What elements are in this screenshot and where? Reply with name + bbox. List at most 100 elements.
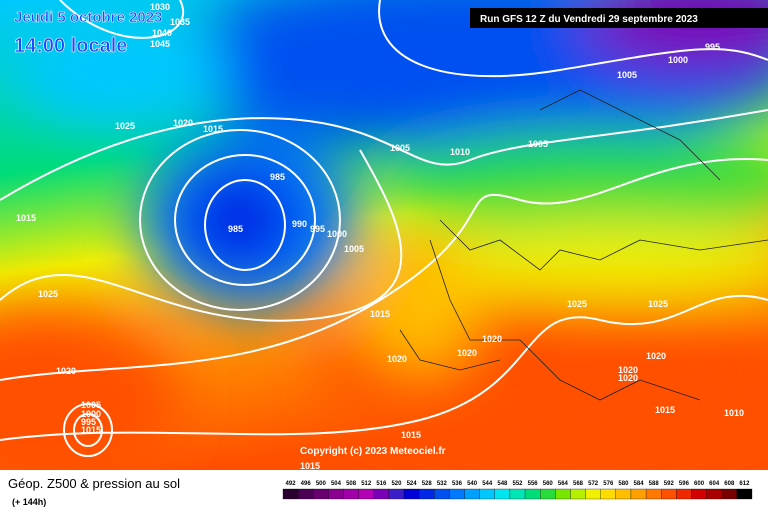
legend-label: 564	[558, 481, 569, 487]
coastlines	[399, 89, 768, 401]
isobar-label: 985	[228, 224, 243, 234]
isobar-label: 1005	[81, 400, 101, 410]
isobar-label: 1000	[327, 229, 347, 239]
isobar-label: 1020	[56, 366, 76, 376]
legend-swatch	[570, 488, 586, 500]
isobars	[0, 0, 768, 456]
isobar-label: 1015	[401, 430, 421, 440]
isobar-label: 1000	[81, 409, 101, 419]
legend-swatch	[449, 488, 465, 500]
legend-swatch	[676, 488, 692, 500]
legend-swatch	[282, 488, 299, 500]
legend: 492 496 500 504 508 512 516 520 524 528 532 536 540 5…	[282, 481, 753, 500]
isobar-label: 1015	[655, 405, 675, 415]
footer-title: Géop. Z500 & pression au sol	[8, 476, 180, 491]
legend-swatch	[297, 488, 314, 500]
legend-label: 528	[422, 481, 433, 487]
legend-label: 612	[739, 481, 750, 487]
isobar-label: 1020	[646, 351, 666, 361]
isobar-label: 1020	[457, 348, 477, 358]
run-box	[470, 8, 768, 28]
legend-swatch	[343, 488, 359, 500]
isobar-label: 1000	[668, 55, 688, 65]
legend-label: 552	[512, 481, 523, 487]
legend-label: 584	[634, 481, 645, 487]
isobar-label: 1035	[170, 17, 190, 27]
legend-label: 536	[452, 481, 463, 487]
isobar-label: 995	[310, 224, 325, 234]
legend-swatch	[540, 488, 556, 500]
legend-swatch	[328, 488, 344, 500]
isobar-label: 1030	[150, 2, 170, 12]
legend-swatch	[555, 488, 571, 500]
legend-swatch	[494, 488, 511, 500]
isobar-label: 1010	[450, 147, 470, 157]
legend-label: 600	[694, 481, 705, 487]
legend-swatch	[706, 488, 722, 500]
isobar-label: 1015	[203, 124, 223, 134]
isobar-label: 985	[270, 172, 285, 182]
isobar-label: 995	[705, 42, 720, 52]
legend-swatch	[615, 488, 632, 500]
legend-swatch	[661, 488, 677, 500]
time: 14:00 locale	[14, 35, 127, 57]
date: Jeudi 5 octobre 2023	[14, 9, 162, 26]
legend-swatch	[464, 488, 480, 500]
isobar-label: 1015	[16, 213, 36, 223]
isobar-label: 1025	[648, 299, 668, 309]
isobar-label: 1010	[724, 408, 744, 418]
legend-swatch	[600, 488, 616, 500]
legend-swatch	[509, 488, 526, 500]
legend-label: 512	[361, 481, 372, 487]
isobar-label: 1005	[528, 139, 548, 149]
legend-label: 596	[679, 481, 690, 487]
legend-label: 560	[543, 481, 554, 487]
legend-label: 548	[497, 481, 508, 487]
isobar-label: 1015	[300, 461, 320, 471]
legend-label: 492	[286, 481, 297, 487]
isobar-label: 1020	[387, 354, 407, 364]
legend-swatch	[313, 488, 329, 500]
legend-swatch	[434, 488, 450, 500]
legend-label: 556	[528, 481, 539, 487]
legend-label: 580	[618, 481, 629, 487]
isobar-label: 1005	[390, 143, 410, 153]
legend-label: 608	[724, 481, 735, 487]
isobar-label: 1020	[618, 373, 638, 383]
isobar-label: 1020	[173, 118, 193, 128]
legend-label: 516	[376, 481, 387, 487]
legend-swatch	[585, 488, 601, 500]
isobar-label: 1005	[344, 244, 364, 254]
legend-swatch	[645, 488, 662, 500]
isobar-label: 1045	[150, 39, 170, 49]
legend-label: 588	[649, 481, 660, 487]
legend-swatch	[691, 488, 707, 500]
legend-label: 524	[407, 481, 418, 487]
isobar-label: 1025	[567, 299, 587, 309]
legend-label: 508	[346, 481, 357, 487]
legend-swatch	[524, 488, 541, 500]
isobar-label: 995	[81, 417, 96, 427]
isobar-label: 990	[292, 219, 307, 229]
legend-label: 520	[391, 481, 402, 487]
legend-swatch	[479, 488, 495, 500]
isobar-label: 1020	[482, 334, 502, 344]
legend-label: 496	[301, 481, 312, 487]
legend-swatch	[630, 488, 647, 500]
legend-swatch	[419, 488, 435, 500]
legend-label: 540	[467, 481, 478, 487]
legend-swatch	[403, 488, 420, 500]
legend-swatch	[736, 488, 753, 500]
legend-label: 568	[573, 481, 584, 487]
isobar-label: 1005	[617, 70, 637, 80]
legend-swatch	[358, 488, 374, 500]
isobar-label: 1020	[618, 365, 638, 375]
legend-label: 576	[603, 481, 614, 487]
legend-label: 504	[331, 481, 342, 487]
map	[0, 0, 768, 470]
copyright: Copyright (c) 2023 Meteociel.fr	[300, 446, 446, 457]
legend-label: 500	[316, 481, 327, 487]
isobar-label: 1015	[81, 425, 101, 435]
isobar-label: 1015	[370, 309, 390, 319]
